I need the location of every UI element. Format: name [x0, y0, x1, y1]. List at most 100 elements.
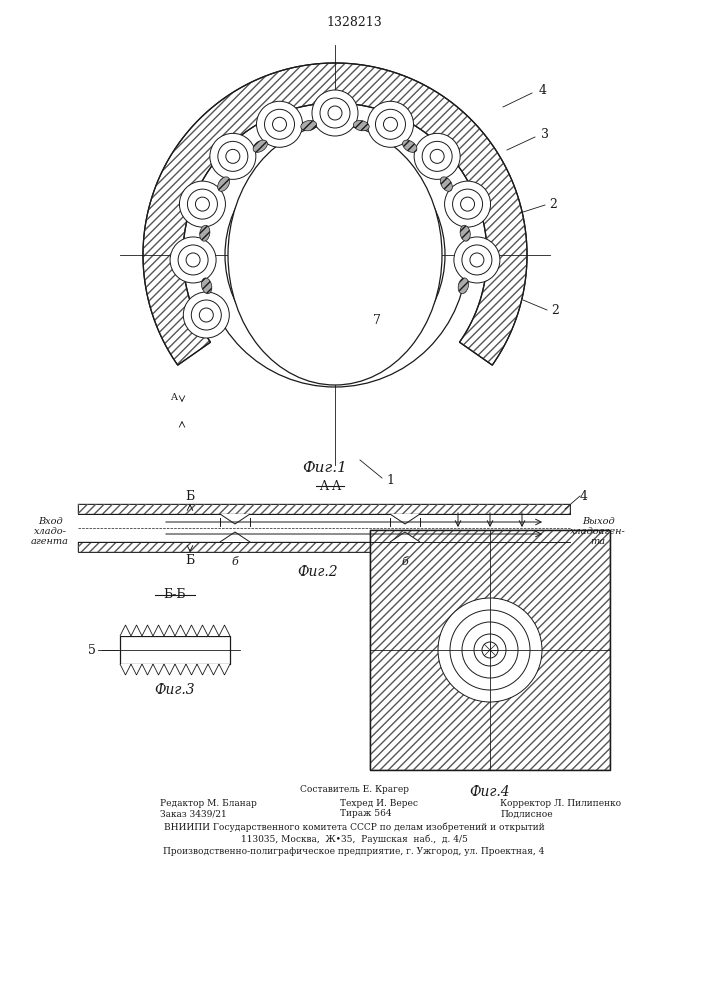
- Circle shape: [226, 149, 240, 163]
- Ellipse shape: [218, 177, 230, 191]
- Text: б: б: [402, 557, 409, 567]
- Text: Фиг.4: Фиг.4: [469, 785, 510, 799]
- Circle shape: [257, 101, 303, 147]
- Circle shape: [430, 149, 444, 163]
- Text: 1: 1: [386, 474, 394, 487]
- Polygon shape: [120, 625, 131, 636]
- Polygon shape: [197, 664, 208, 675]
- Circle shape: [482, 642, 498, 658]
- Ellipse shape: [300, 120, 317, 131]
- Text: Б-Б: Б-Б: [164, 588, 187, 601]
- Circle shape: [170, 237, 216, 283]
- Polygon shape: [186, 625, 197, 636]
- Polygon shape: [219, 625, 230, 636]
- Ellipse shape: [458, 278, 469, 294]
- Circle shape: [199, 308, 214, 322]
- Text: хладоаген-: хладоаген-: [570, 528, 626, 536]
- Text: Фиг.2: Фиг.2: [298, 565, 339, 579]
- Polygon shape: [164, 664, 175, 675]
- Text: 5: 5: [88, 644, 96, 656]
- Text: Заказ 3439/21: Заказ 3439/21: [160, 810, 227, 818]
- Text: A-A: A-A: [319, 480, 341, 492]
- Polygon shape: [175, 625, 186, 636]
- Text: ВНИИПИ Государственного комитета СССР по делам изобретений и открытий: ВНИИПИ Государственного комитета СССР по…: [163, 822, 544, 832]
- Circle shape: [462, 245, 492, 275]
- Circle shape: [272, 117, 286, 131]
- Text: 1328213: 1328213: [326, 15, 382, 28]
- Ellipse shape: [460, 225, 470, 241]
- Polygon shape: [164, 625, 175, 636]
- Circle shape: [328, 106, 342, 120]
- Circle shape: [445, 181, 491, 227]
- Text: Фиг.1: Фиг.1: [303, 461, 347, 475]
- Circle shape: [186, 253, 200, 267]
- Polygon shape: [120, 664, 131, 675]
- Ellipse shape: [201, 278, 212, 294]
- Polygon shape: [219, 664, 230, 675]
- Text: Б: Б: [185, 489, 194, 502]
- Circle shape: [312, 90, 358, 136]
- Circle shape: [438, 598, 542, 702]
- Ellipse shape: [225, 145, 445, 365]
- Bar: [370, 530, 610, 770]
- Circle shape: [470, 253, 484, 267]
- Text: A: A: [170, 393, 177, 402]
- Polygon shape: [390, 532, 420, 542]
- Polygon shape: [208, 664, 219, 675]
- Text: агента: агента: [31, 538, 69, 546]
- Circle shape: [218, 141, 248, 171]
- Text: 113035, Москва,  Ж•35,  Раушская  наб.,  д. 4/5: 113035, Москва, Ж•35, Раушская наб., д. …: [240, 834, 467, 844]
- Polygon shape: [142, 664, 153, 675]
- Text: 2: 2: [551, 304, 559, 316]
- Circle shape: [414, 133, 460, 179]
- Polygon shape: [197, 625, 208, 636]
- Ellipse shape: [440, 177, 452, 191]
- Bar: [78, 504, 570, 514]
- Polygon shape: [142, 625, 153, 636]
- Circle shape: [462, 622, 518, 678]
- Polygon shape: [220, 532, 250, 542]
- Polygon shape: [175, 664, 186, 675]
- Circle shape: [183, 292, 229, 338]
- Circle shape: [210, 133, 256, 179]
- Circle shape: [383, 117, 397, 131]
- Polygon shape: [131, 625, 142, 636]
- Circle shape: [422, 141, 452, 171]
- Circle shape: [452, 189, 483, 219]
- Polygon shape: [220, 514, 250, 524]
- Ellipse shape: [354, 120, 369, 131]
- Text: та: та: [590, 538, 606, 546]
- Polygon shape: [143, 63, 527, 365]
- Bar: [78, 504, 570, 514]
- Text: Фиг.3: Фиг.3: [155, 683, 195, 697]
- Bar: [78, 542, 570, 552]
- Circle shape: [195, 197, 209, 211]
- Circle shape: [454, 237, 500, 283]
- Circle shape: [320, 98, 350, 128]
- Circle shape: [192, 300, 221, 330]
- Polygon shape: [390, 514, 420, 524]
- Circle shape: [178, 245, 208, 275]
- Text: Техред И. Верес: Техред И. Верес: [340, 798, 418, 808]
- Circle shape: [450, 610, 530, 690]
- Text: Производственно-полиграфическое предприятие, г. Ужгород, ул. Проектная, 4: Производственно-полиграфическое предприя…: [163, 846, 544, 856]
- Text: хладо-: хладо-: [33, 528, 66, 536]
- Text: 4: 4: [580, 489, 588, 502]
- Text: Подлисное: Подлисное: [500, 810, 553, 818]
- Circle shape: [180, 181, 226, 227]
- Polygon shape: [186, 664, 197, 675]
- Circle shape: [375, 109, 406, 139]
- Circle shape: [460, 197, 474, 211]
- Text: 4: 4: [539, 84, 547, 97]
- Text: Тираж 564: Тираж 564: [340, 810, 392, 818]
- Ellipse shape: [228, 125, 442, 385]
- Bar: [78, 542, 570, 552]
- Text: Б: Б: [185, 554, 194, 566]
- Polygon shape: [208, 625, 219, 636]
- Text: б: б: [232, 557, 238, 567]
- Bar: [370, 530, 610, 770]
- Text: Корректор Л. Пилипенко: Корректор Л. Пилипенко: [500, 798, 621, 808]
- Ellipse shape: [402, 140, 417, 152]
- Bar: [120, 636, 230, 664]
- Polygon shape: [153, 664, 164, 675]
